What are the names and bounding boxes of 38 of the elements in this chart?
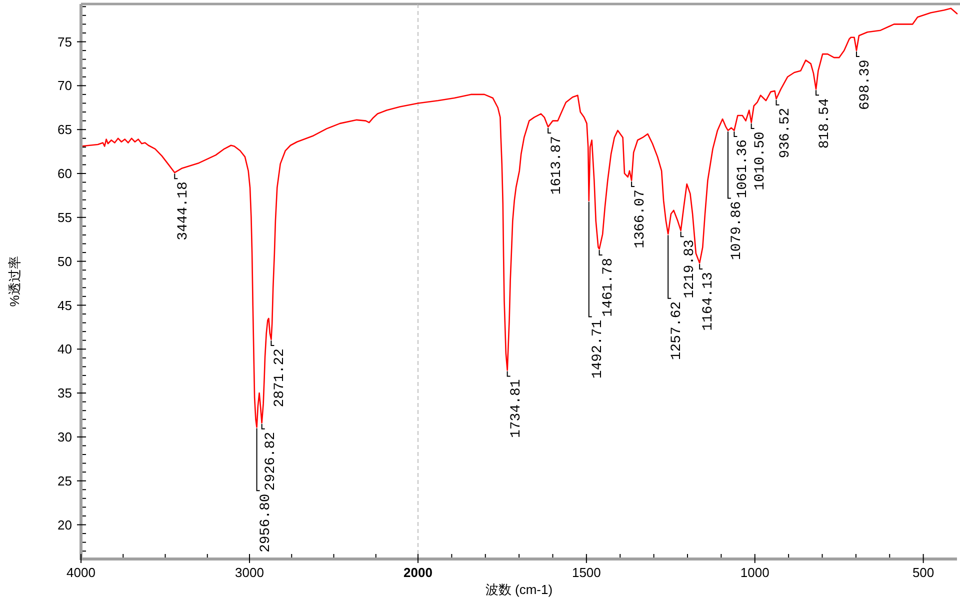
annotation: 1164.13: [700, 272, 717, 331]
y-tick-label: 75: [58, 34, 72, 50]
annotation: 2926.82: [262, 432, 279, 491]
x-axis-title: 波数 (cm-1): [485, 582, 553, 597]
y-axis-title: %透过率: [7, 256, 22, 307]
x-tick-label: 1000: [740, 565, 770, 580]
annotation: 1257.62: [669, 301, 686, 360]
annotation: 1492.71: [590, 320, 606, 379]
y-tick-label: 40: [58, 342, 72, 357]
annotation: 1366.07: [632, 190, 649, 248]
y-tick-label: 30: [58, 429, 72, 444]
annotation: 1613.87: [549, 136, 566, 195]
y-tick-label: 45: [58, 298, 72, 313]
x-tick-label: 500: [912, 565, 934, 580]
annotation: 1010.50: [752, 132, 768, 190]
x-tick-label: 1500: [572, 565, 601, 580]
x-tick-label: 2000: [404, 565, 432, 580]
y-tick-label: 20: [58, 517, 72, 532]
y-tick-label: 35: [58, 386, 72, 401]
annotation: 3444.18: [176, 182, 192, 240]
annotation: 936.52: [777, 108, 794, 158]
annotation: 2956.80: [258, 494, 274, 552]
y-tick-label: 25: [58, 473, 72, 488]
annotation: 2871.22: [272, 348, 288, 408]
y-tick-label: 70: [58, 78, 72, 94]
annotation: 1079.86: [728, 201, 745, 260]
y-tick-label: 50: [58, 254, 72, 269]
annotation: 698.39: [857, 60, 874, 110]
annotation: 1061.36: [735, 139, 752, 198]
annotation: 1734.81: [508, 379, 524, 438]
y-tick-label: 60: [58, 166, 72, 182]
y-tick-label: 55: [58, 210, 72, 225]
annotation: 1219.83: [682, 240, 698, 298]
y-tick-label: 65: [58, 122, 72, 138]
x-tick-label: 4000: [66, 565, 96, 580]
annotation: 818.54: [817, 98, 834, 149]
annotation: 1461.78: [600, 258, 616, 317]
x-tick-label: 3000: [235, 565, 264, 580]
